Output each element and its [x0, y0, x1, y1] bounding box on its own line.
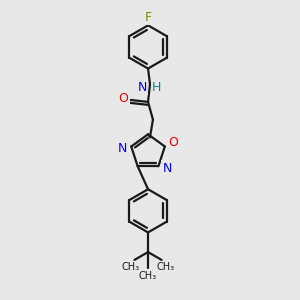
Text: CH₃: CH₃ — [122, 262, 140, 272]
Text: F: F — [145, 11, 152, 24]
Text: N: N — [137, 81, 147, 94]
Text: O: O — [118, 92, 128, 106]
Text: N: N — [118, 142, 127, 155]
Text: CH₃: CH₃ — [139, 271, 157, 281]
Text: O: O — [169, 136, 178, 149]
Text: N: N — [163, 162, 172, 175]
Text: CH₃: CH₃ — [157, 262, 175, 272]
Text: H: H — [152, 81, 162, 94]
